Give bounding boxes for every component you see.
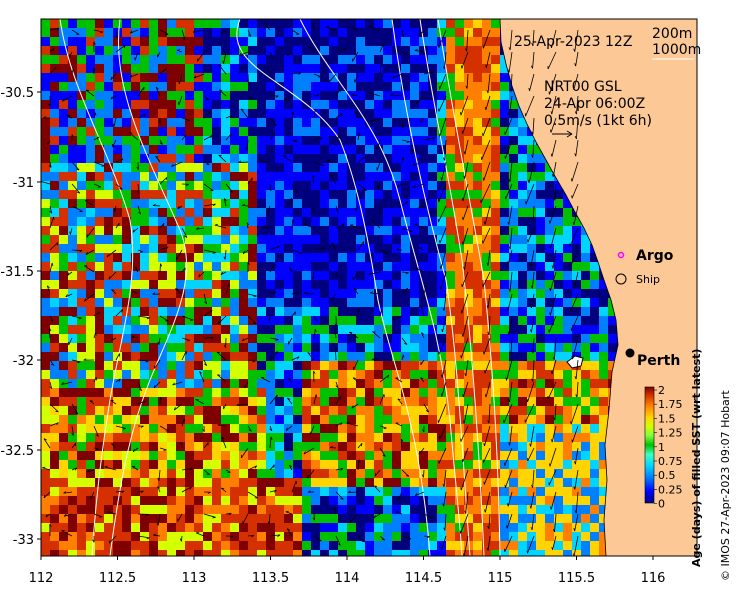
colorbar-tick-label: 0 <box>658 498 665 511</box>
x-axis-ticks: 112 112.5 113 113.5 114 114.5 115 115.5 116 <box>29 556 666 586</box>
colorbar-tick-label: 0.5 <box>658 469 676 482</box>
x-tick-label: 116 <box>641 571 666 586</box>
x-tick-label: 112.5 <box>99 571 136 586</box>
y-tick-label: -31.5 <box>0 265 34 280</box>
y-tick-label: -33 <box>13 533 34 548</box>
perth-label: Perth <box>637 353 680 369</box>
x-tick-label: 115.5 <box>558 571 595 586</box>
x-tick-label: 112 <box>29 571 54 586</box>
current-product: NRT00 GSL <box>544 79 622 95</box>
scale-arrow <box>552 130 573 138</box>
x-tick-label: 115 <box>488 571 513 586</box>
colorbar-tick-label: 1.25 <box>658 427 683 440</box>
colorbar-tick-label: 1.75 <box>658 398 683 411</box>
colorbar <box>644 386 655 504</box>
colorbar-tick-label: 2 <box>658 384 665 397</box>
ship-label: Ship <box>636 273 660 286</box>
depth-contour-1000: 1000m <box>652 42 701 58</box>
plot-frame <box>40 18 698 557</box>
argo-marker-icon <box>617 251 625 259</box>
island <box>566 355 584 369</box>
date-label: 25-Apr-2023 12Z <box>514 34 632 50</box>
y-tick-label: -32.5 <box>0 444 34 459</box>
depth-contour-200: 200m <box>652 26 692 42</box>
x-tick-label: 113 <box>182 571 207 586</box>
x-tick-label: 113.5 <box>252 571 289 586</box>
y-tick-label: -31 <box>13 176 34 191</box>
copyright-text: © IMOS 27-Apr-2023 09:07 Hobart <box>719 390 732 581</box>
colorbar-tick-label: 1.5 <box>658 412 676 425</box>
current-scale: 0.5m/s (1kt 6h) <box>544 113 652 129</box>
y-tick-label: -32 <box>13 354 34 369</box>
argo-label: Argo <box>636 248 674 264</box>
colorbar-tick-label: 0.75 <box>658 455 683 468</box>
sst-age-field <box>41 19 697 556</box>
current-vectors <box>41 22 579 556</box>
ship-marker-icon <box>615 273 627 285</box>
x-tick-label: 114.5 <box>405 571 442 586</box>
current-time: 24-Apr 06:00Z <box>544 96 645 112</box>
coastline <box>499 18 619 557</box>
depth-contours <box>59 19 501 556</box>
colorbar-tick-label: 1 <box>658 441 665 454</box>
y-tick-label: -30.5 <box>0 86 34 101</box>
y-axis-ticks: -30.5 -31 -31.5 -32 -32.5 -33 <box>0 86 41 548</box>
perth-marker-icon <box>625 348 635 358</box>
colorbar-title: Age (days) of filled SST (wrt latest) <box>690 349 703 567</box>
colorbar-tick-label: 0.25 <box>658 483 683 496</box>
x-tick-label: 114 <box>335 571 360 586</box>
